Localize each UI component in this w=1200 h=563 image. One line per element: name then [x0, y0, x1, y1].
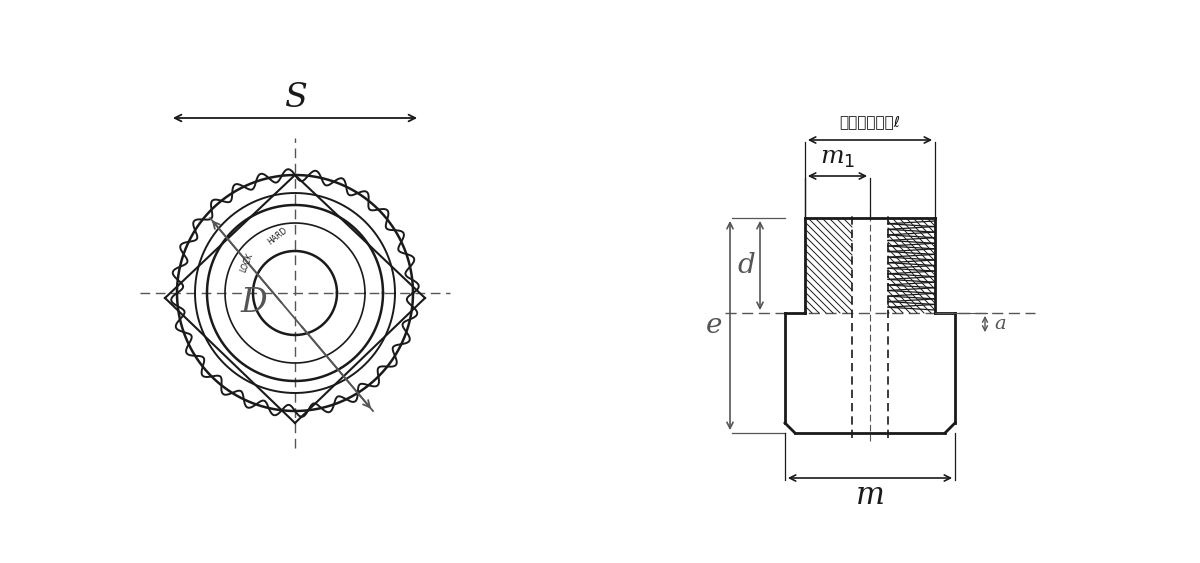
Text: LOCK: LOCK	[239, 252, 254, 274]
Text: d: d	[737, 252, 755, 279]
Text: HARD: HARD	[265, 226, 288, 247]
Text: m$_1$: m$_1$	[820, 146, 856, 169]
Text: a: a	[994, 315, 1006, 333]
Text: m: m	[856, 480, 884, 512]
Text: e: e	[706, 312, 722, 339]
Text: D: D	[240, 287, 266, 319]
Text: S: S	[283, 82, 306, 114]
Text: セットの高さℓ: セットの高さℓ	[840, 114, 900, 129]
